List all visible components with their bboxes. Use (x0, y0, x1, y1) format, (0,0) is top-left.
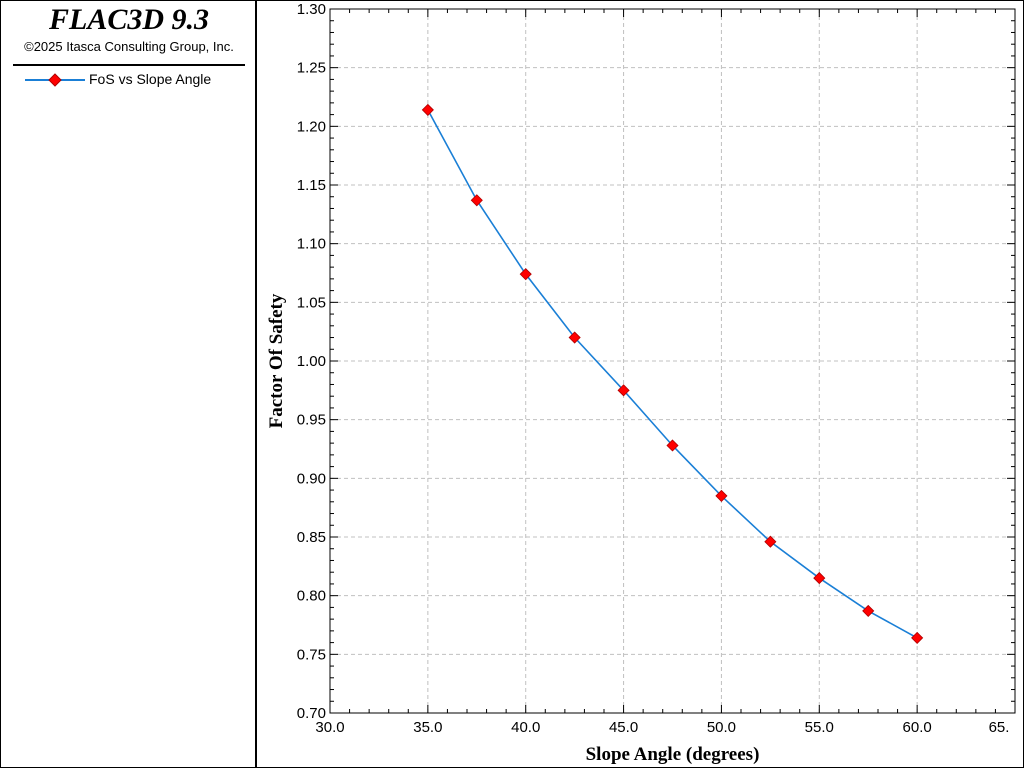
app-title: FLAC3D 9.3 (48, 3, 210, 36)
copyright-text: ©2025 Itasca Consulting Group, Inc. (24, 39, 234, 54)
data-point-marker (421, 103, 434, 116)
x-tick-label: 50.0 (707, 719, 736, 736)
y-tick-label: 1.00 (297, 353, 326, 370)
y-axis-title: Factor Of Safety (266, 293, 287, 428)
data-point-marker (813, 572, 826, 585)
y-tick-label: 1.30 (297, 1, 326, 18)
legend-entry[interactable]: FoS vs Slope Angle (23, 69, 253, 91)
x-tick-label: 65. (989, 719, 1010, 736)
chart-area[interactable]: 30.0 35.0 40.0 45.0 50.0 55.0 60.0 65. 0.70 0.75 0… (258, 1, 1023, 767)
y-tick-label: 0.90 (297, 470, 326, 487)
y-tick-label: 1.25 (297, 60, 326, 77)
x-tick-label: 60.0 (903, 719, 932, 736)
data-point-marker (764, 535, 777, 548)
y-tick-label: 0.85 (297, 529, 326, 546)
data-point-marker (911, 631, 924, 644)
x-tick-label: 40.0 (511, 719, 540, 736)
legend-divider (13, 64, 245, 66)
data-point-marker (617, 384, 630, 397)
y-tick-label: 0.95 (297, 412, 326, 429)
tick-labels: 30.0 35.0 40.0 45.0 50.0 55.0 60.0 65. 0.70 0.75 0… (297, 1, 1010, 736)
y-tick-label: 0.80 (297, 588, 326, 605)
y-tick-label: 0.70 (297, 705, 326, 722)
series-line (427, 109, 918, 639)
legend-label: FoS vs Slope Angle (89, 71, 212, 87)
y-tick-label: 0.75 (297, 646, 326, 663)
y-tick-label: 1.10 (297, 236, 326, 253)
data-point-marker (568, 331, 581, 344)
legend-panel: FLAC3D 9.3 ©2025 Itasca Consulting Group… (1, 1, 257, 767)
x-tick-label: 55.0 (805, 719, 834, 736)
x-tick-label: 35.0 (413, 719, 442, 736)
axis-ticks (329, 8, 1016, 714)
data-point-marker (519, 268, 532, 281)
data-point-marker (470, 194, 483, 207)
grid-lines (330, 9, 1015, 713)
data-series (421, 103, 924, 644)
y-tick-label: 1.05 (297, 294, 326, 311)
legend-swatch-icon (25, 73, 85, 87)
data-point-marker (666, 439, 679, 452)
data-point-marker (862, 604, 875, 617)
y-tick-label: 1.20 (297, 118, 326, 135)
y-tick-label: 1.15 (297, 177, 326, 194)
x-axis-title: Slope Angle (degrees) (586, 744, 760, 765)
data-point-marker (715, 489, 728, 502)
x-tick-label: 45.0 (609, 719, 638, 736)
x-tick-label: 30.0 (315, 719, 344, 736)
